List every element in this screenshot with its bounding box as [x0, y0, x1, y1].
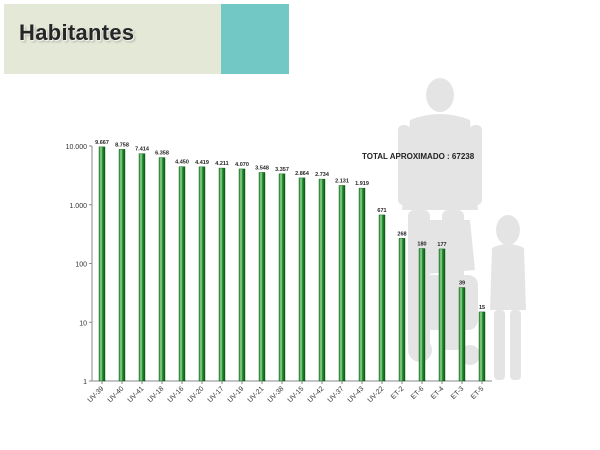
bar — [118, 149, 126, 382]
bar-value-label: 1.919 — [355, 181, 369, 187]
bar — [318, 178, 326, 382]
bar — [138, 153, 146, 382]
title-band — [4, 4, 221, 74]
y-tick-label: 10 — [79, 320, 87, 327]
x-tick-label: UV-20 — [187, 385, 206, 404]
bar — [378, 214, 386, 382]
x-tick-label: UV-18 — [147, 385, 166, 404]
x-tick-label: UV-21 — [247, 385, 266, 404]
bar-value-label: 180 — [417, 242, 426, 248]
bar-value-label: 2.131 — [335, 178, 349, 184]
bar — [358, 187, 366, 382]
x-tick-label: UV-40 — [107, 385, 126, 404]
bar — [298, 177, 306, 382]
y-tick-label: 100 — [75, 262, 87, 269]
y-tick-label: 1.000 — [69, 203, 87, 210]
bar — [438, 248, 446, 382]
bar-value-label: 3.357 — [275, 167, 289, 173]
x-tick-label: ET-6 — [410, 385, 425, 400]
x-tick-label: UV-43 — [347, 385, 366, 404]
x-tick-label: UV-17 — [207, 385, 226, 404]
x-tick-label: UV-39 — [87, 385, 106, 404]
total-annotation: TOTAL APROXIMADO : 67238 — [362, 152, 475, 161]
bar — [158, 157, 166, 382]
x-tick-label: UV-19 — [227, 385, 246, 404]
bar-value-label: 9.667 — [95, 140, 109, 146]
bar-value-label: 268 — [397, 231, 406, 237]
bar-value-label: 4.211 — [215, 161, 228, 167]
x-tick-label: ET-2 — [390, 385, 405, 400]
bar-value-label: 6.358 — [155, 151, 169, 157]
bar-value-label: 7.414 — [135, 147, 150, 153]
bar-value-label: 671 — [377, 208, 386, 214]
bar-value-label: 177 — [437, 242, 446, 248]
bar-value-label: 39 — [459, 281, 465, 287]
bar-value-label: 4.450 — [175, 160, 189, 166]
bar-value-label: 2.864 — [295, 171, 310, 177]
x-tick-label: UV-15 — [287, 385, 306, 404]
bar — [398, 238, 406, 382]
bar — [238, 168, 246, 382]
x-tick-label: UV-22 — [367, 385, 386, 404]
x-tick-label: ET-5 — [470, 385, 485, 400]
x-tick-label: ET-4 — [430, 385, 445, 400]
x-tick-label: UV-38 — [267, 385, 286, 404]
bar-value-label: 2.734 — [315, 172, 330, 178]
title-accent-block — [221, 4, 289, 74]
bar — [218, 167, 226, 382]
bar — [178, 166, 186, 382]
y-tick-label: 10.000 — [66, 144, 88, 151]
bar-value-label: 4.419 — [195, 160, 209, 166]
bar — [338, 185, 346, 382]
bar-value-label: 3.548 — [255, 165, 269, 171]
x-tick-label: ET-3 — [450, 385, 465, 400]
bar — [198, 166, 206, 382]
x-tick-label: UV-42 — [307, 385, 326, 404]
bar-value-label: 15 — [479, 305, 485, 311]
bar — [98, 146, 106, 382]
bar-value-label: 4.070 — [235, 162, 249, 168]
bar — [478, 311, 486, 382]
slide-title: Habitantes — [19, 20, 135, 45]
bar — [458, 287, 466, 382]
x-tick-label: UV-16 — [167, 385, 186, 404]
family-photo-watermark — [398, 78, 526, 380]
y-tick-label: 1 — [83, 379, 87, 386]
bar-value-label: 8.758 — [115, 142, 129, 148]
x-tick-label: UV-37 — [327, 385, 346, 404]
bar — [418, 248, 426, 382]
x-tick-label: UV-41 — [127, 385, 146, 404]
bar — [278, 173, 286, 382]
bar — [258, 172, 266, 382]
